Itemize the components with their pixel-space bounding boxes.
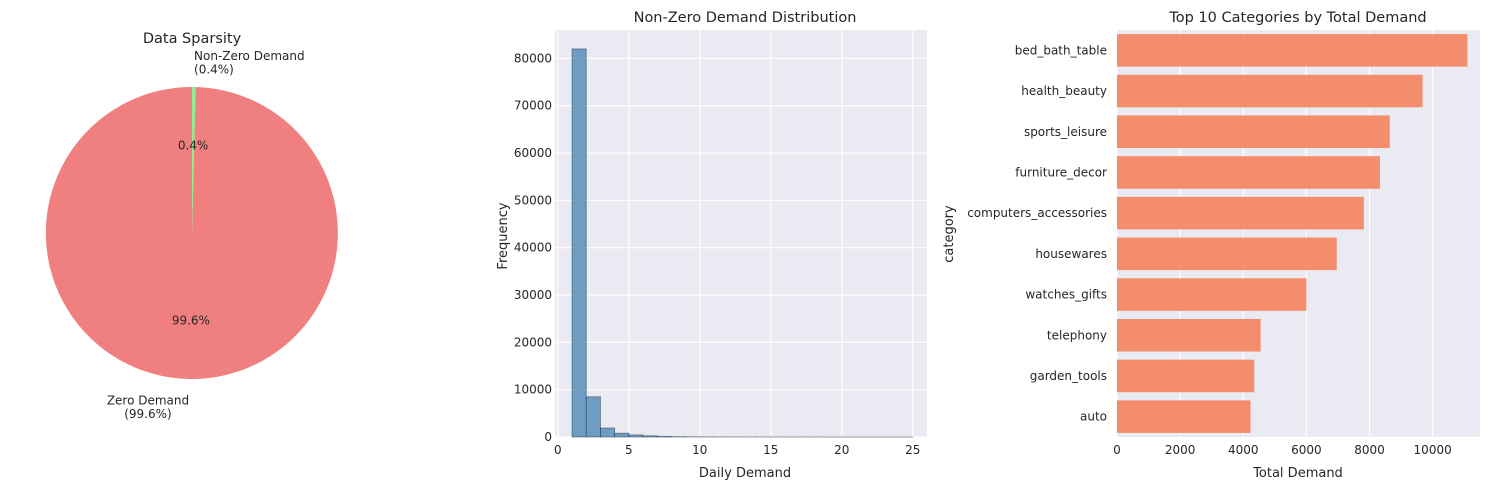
cat-ytick-8: garden_tools [1030, 369, 1107, 383]
pie-slices [45, 86, 338, 379]
histogram-plot-area [555, 30, 927, 437]
cat-bar-telephony [1117, 318, 1261, 352]
pie-title: Data Sparsity [143, 31, 242, 47]
cat-bar-garden_tools [1117, 359, 1255, 393]
hist-ytick-7: 70000 [514, 99, 552, 113]
pie-pct-label-0: 99.6% [172, 314, 210, 328]
hist-ytick-2: 20000 [514, 335, 552, 349]
cat-ytick-9: auto [1080, 410, 1107, 424]
category-y-label: category [942, 205, 957, 263]
cat-ytick-5: housewares [1035, 247, 1107, 261]
cat-bar-health_beauty [1117, 74, 1423, 108]
cat-xtick-2: 4000 [1228, 443, 1259, 457]
pie-slice-1 [192, 87, 196, 233]
hist-bin-4 [628, 434, 644, 438]
pie-labels: 99.6% Zero Demand (99.6%) 0.4% Non-Zero Dema… [107, 49, 305, 421]
hist-xtick-5: 25 [905, 443, 920, 457]
category-x-label: Total Demand [1252, 466, 1343, 481]
pie-slice-label-1: Non-Zero Demand (0.4%) [194, 49, 305, 77]
hist-xtick-2: 10 [692, 443, 707, 457]
hist-bin-6 [656, 435, 672, 438]
category-bar-chart: Top 10 Categories by Total Demand 0 2000 4… [942, 10, 1480, 481]
cat-xtick-4: 8000 [1354, 443, 1385, 457]
hist-xtick-0: 0 [554, 443, 562, 457]
pie-slice-0 [45, 86, 338, 379]
cat-ytick-7: telephony [1047, 328, 1107, 342]
hist-ytick-4: 40000 [514, 241, 552, 255]
category-ticks: 0 2000 4000 6000 8000 10000 bed_bath_tableheal… [967, 43, 1452, 457]
cat-ytick-6: watches_gifts [1025, 288, 1107, 302]
histogram-title: Non-Zero Demand Distribution [634, 10, 857, 26]
cat-ytick-0: bed_bath_table [1015, 43, 1107, 57]
hist-xtick-4: 20 [834, 443, 849, 457]
cat-ytick-1: health_beauty [1021, 84, 1107, 98]
histogram-ticks: 0 5 10 15 20 25 0 10000 20000 30000 40000 50000 6000… [514, 51, 921, 457]
pie-pct-label-1: 0.4% [178, 138, 209, 152]
cat-ytick-2: sports_leisure [1024, 125, 1107, 139]
hist-bin-2 [600, 427, 616, 438]
cat-ytick-3: furniture_decor [1015, 165, 1107, 179]
hist-bin-3 [614, 432, 630, 438]
pie-slice-label-0: Zero Demand (99.6%) [107, 394, 189, 422]
cat-bar-bed_bath_table [1117, 34, 1468, 67]
hist-xtick-3: 15 [763, 443, 778, 457]
hist-ytick-8: 80000 [514, 51, 552, 65]
cat-xtick-0: 0 [1113, 443, 1121, 457]
histogram-bars [571, 48, 914, 438]
histogram-x-label: Daily Demand [699, 466, 791, 481]
cat-bar-auto [1117, 400, 1251, 433]
category-bars [1117, 34, 1468, 433]
cat-bar-computers_accessories [1117, 196, 1364, 230]
hist-ytick-1: 10000 [514, 383, 552, 397]
category-title: Top 10 Categories by Total Demand [1168, 10, 1426, 26]
cat-xtick-3: 6000 [1291, 443, 1322, 457]
hist-ytick-0: 0 [544, 430, 552, 444]
histogram-chart: Non-Zero Demand Distribution 0 5 10 15 20 250… [496, 10, 927, 481]
histogram-y-label: Frequency [496, 202, 511, 269]
hist-xtick-1: 5 [625, 443, 633, 457]
cat-ytick-4: computers_accessories [967, 206, 1107, 220]
cat-bar-furniture_decor [1117, 156, 1380, 189]
cat-bar-sports_leisure [1117, 115, 1390, 149]
hist-ytick-3: 30000 [514, 288, 552, 302]
cat-xtick-1: 2000 [1165, 443, 1196, 457]
pie-chart: Data Sparsity 99.6% Zero Demand (99.6%) 0.4… [45, 31, 338, 421]
cat-xtick-5: 10000 [1414, 443, 1452, 457]
hist-bin-5 [642, 435, 658, 438]
hist-bin-0 [571, 48, 587, 438]
hist-ytick-6: 60000 [514, 146, 552, 160]
hist-bin-1 [585, 396, 601, 438]
cat-bar-watches_gifts [1117, 278, 1307, 311]
cat-bar-housewares [1117, 237, 1337, 271]
hist-ytick-5: 50000 [514, 193, 552, 207]
